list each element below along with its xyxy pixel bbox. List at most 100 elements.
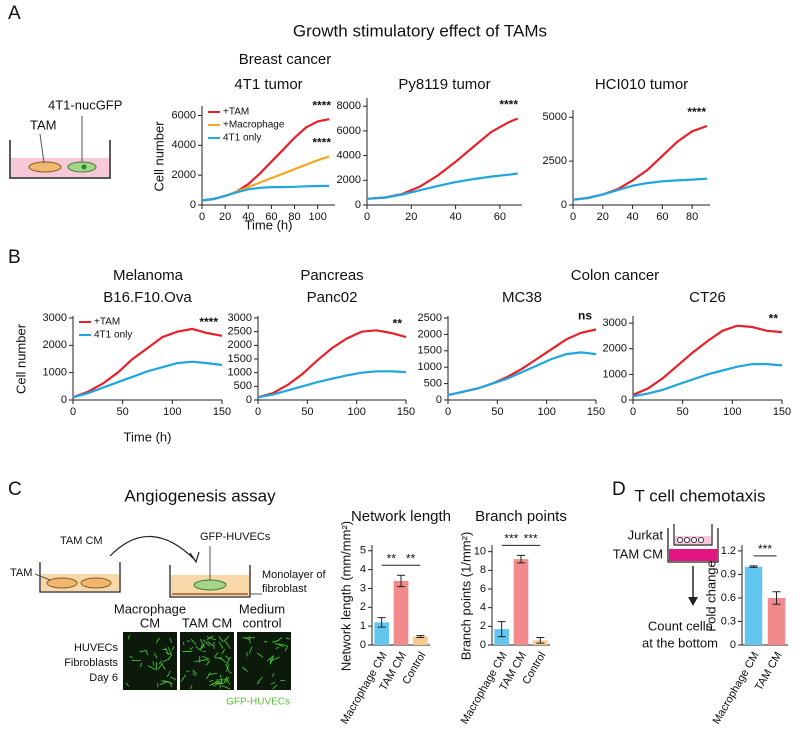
vessel: [139, 662, 143, 668]
x-tick-label: 100: [347, 406, 365, 418]
chart-title: Py8119 tumor: [398, 76, 490, 93]
y-tick-label: 0: [360, 639, 366, 651]
y-axis-label: Branch points (1/mm²): [458, 532, 473, 661]
vessel: [214, 682, 223, 686]
vessel: [270, 681, 276, 685]
error-bar: [772, 591, 781, 605]
y-tick-label: 4000: [337, 149, 361, 161]
y-tick-label: 2000: [43, 339, 67, 351]
vessel: [284, 645, 289, 652]
significance: **: [393, 316, 403, 330]
vessel: [226, 663, 230, 672]
y-tick-label: 500: [424, 378, 442, 390]
huvec-cell: [193, 579, 227, 591]
x-tick-label: 150: [213, 406, 231, 418]
vessel: [275, 647, 280, 649]
y-axis-label: Fold change: [703, 560, 718, 632]
schematic-label: fibroblast: [262, 583, 307, 595]
vessel: [186, 670, 190, 673]
y-tick-label: 2000: [603, 343, 627, 355]
schematic-label: 4T1-nucGFP: [48, 97, 122, 112]
jurkat-cell: [698, 537, 704, 543]
y-tick-label: 10: [474, 546, 486, 558]
vessel: [209, 679, 214, 682]
vessel: [180, 674, 186, 682]
series-line: [201, 155, 330, 202]
x-axis-label: Time (h): [124, 429, 172, 444]
significance: ****: [199, 315, 218, 329]
jurkat-cell: [691, 537, 697, 543]
series-line: [201, 184, 330, 202]
y-tick-label: 0: [190, 199, 196, 211]
vessel: [166, 670, 171, 678]
y-tick-label: 2000: [172, 169, 196, 181]
x-tick-label: 50: [677, 406, 689, 418]
vessel: [225, 655, 230, 660]
image-row-label: HUVECs: [74, 642, 119, 654]
micrograph: [237, 632, 291, 690]
angiogenesis-schematic: [34, 535, 262, 598]
x-tick-label: 150: [773, 406, 791, 418]
legend-label: +Macrophage: [223, 120, 285, 131]
y-tick-label: 0: [246, 394, 252, 406]
vessel: [202, 657, 209, 662]
error-bar: [416, 635, 425, 638]
series-line: [447, 351, 597, 397]
vessel: [285, 637, 291, 640]
vessel: [205, 661, 211, 666]
vessel: [160, 680, 166, 682]
y-tick-label: 8: [480, 564, 486, 576]
y-tick-label: 6000: [337, 125, 361, 137]
vessel: [157, 663, 163, 670]
vessel: [221, 685, 231, 690]
x-tick-label: 50: [301, 406, 313, 418]
panel-title: Growth stimulatory effect of TAMs: [293, 21, 547, 40]
schematic-label: TAM: [30, 117, 56, 132]
vessel: [190, 638, 197, 646]
insert: [673, 524, 713, 546]
tam-cm: [669, 549, 717, 561]
chart-title: MC38: [502, 289, 542, 306]
vessel: [125, 682, 130, 687]
y-tick-label: 4: [360, 564, 366, 576]
x-tick-label: 150: [397, 406, 415, 418]
y-tick-label: 0: [561, 199, 567, 211]
vessel: [192, 669, 198, 675]
x-tick-label: 0: [570, 211, 576, 223]
significance: ****: [312, 136, 331, 150]
significance: ***: [758, 542, 772, 556]
vessel: [256, 652, 264, 658]
y-tick-label: 2000: [418, 328, 442, 340]
y-tick-label: 8000: [337, 100, 361, 112]
series-line: [572, 124, 708, 201]
series-line: [632, 324, 783, 396]
vessel: [224, 640, 231, 650]
vessel: [225, 663, 230, 671]
x-axis-label: Time (h): [245, 217, 293, 232]
legend-label: +TAM: [223, 107, 249, 118]
significance: **: [769, 311, 779, 325]
series-line: [257, 370, 407, 399]
series-line: [366, 117, 519, 200]
x-tick-label: 80: [288, 211, 300, 223]
vessel: [199, 638, 205, 648]
y-tick-label: 0.6: [721, 592, 736, 604]
significance: **: [406, 551, 416, 565]
x-tick-label: 80: [686, 211, 698, 223]
insert: [39, 562, 121, 593]
significance: ***: [504, 532, 518, 546]
x-tick-label: 50: [117, 406, 129, 418]
vessel: [272, 684, 278, 690]
y-tick-label: 1.2: [721, 545, 736, 557]
vessel: [170, 676, 177, 680]
image-column-label: control: [242, 615, 281, 630]
significance: **: [387, 551, 397, 565]
x-tick-label: 60: [656, 211, 668, 223]
vessel: [214, 652, 219, 658]
vessel: [221, 648, 226, 655]
y-tick-label: 0: [730, 639, 736, 651]
series-line: [366, 172, 518, 200]
group-title: Melanoma: [113, 267, 184, 284]
vessel: [271, 656, 280, 661]
y-tick-label: 1: [360, 620, 366, 632]
